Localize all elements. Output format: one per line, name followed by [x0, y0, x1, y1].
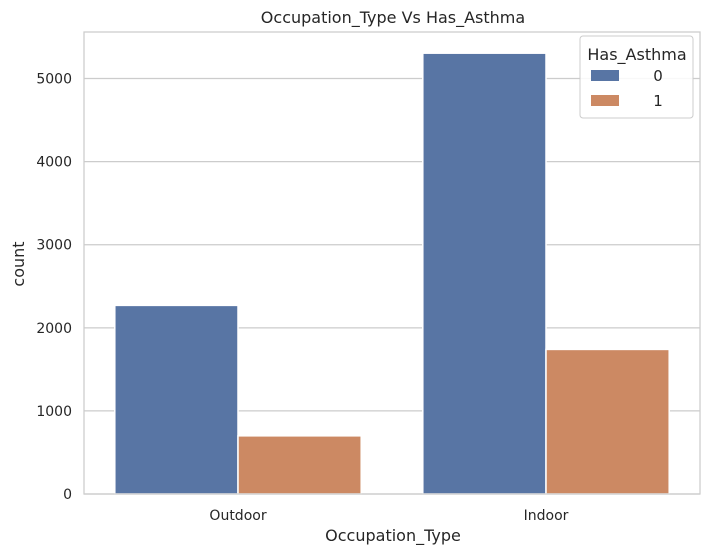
bars: [114, 52, 670, 495]
x-tick-label-outdoor: Outdoor: [209, 508, 266, 524]
y-tick-label: 1000: [36, 404, 72, 420]
y-tick-label: 5000: [36, 72, 72, 88]
bar-indoor-1: [545, 348, 670, 495]
y-axis-title: count: [9, 241, 28, 286]
legend-title: Has_Asthma: [587, 45, 686, 65]
y-tick-label: 0: [63, 487, 72, 503]
y-tick-label: 2000: [36, 321, 72, 337]
legend-swatch-1: [591, 95, 619, 106]
x-tick-labels: Outdoor Indoor: [209, 508, 568, 524]
legend-swatch-0: [591, 70, 619, 81]
bar-outdoor-0: [114, 304, 239, 495]
y-tick-label: 3000: [36, 238, 72, 254]
plot-frame: [83, 31, 701, 495]
x-tick-label-indoor: Indoor: [524, 508, 569, 524]
y-tick-label: 4000: [36, 155, 72, 171]
chart-title: Occupation_Type Vs Has_Asthma: [261, 8, 525, 28]
bar-indoor-0: [422, 52, 547, 495]
legend: Has_Asthma 0 1: [579, 35, 694, 119]
legend-label-1: 1: [653, 92, 663, 110]
bar-outdoor-1: [237, 435, 362, 495]
x-axis-title: Occupation_Type: [325, 526, 461, 546]
legend-label-0: 0: [653, 67, 663, 85]
y-tick-labels: 0 1000 2000 3000 4000 5000: [36, 72, 72, 503]
